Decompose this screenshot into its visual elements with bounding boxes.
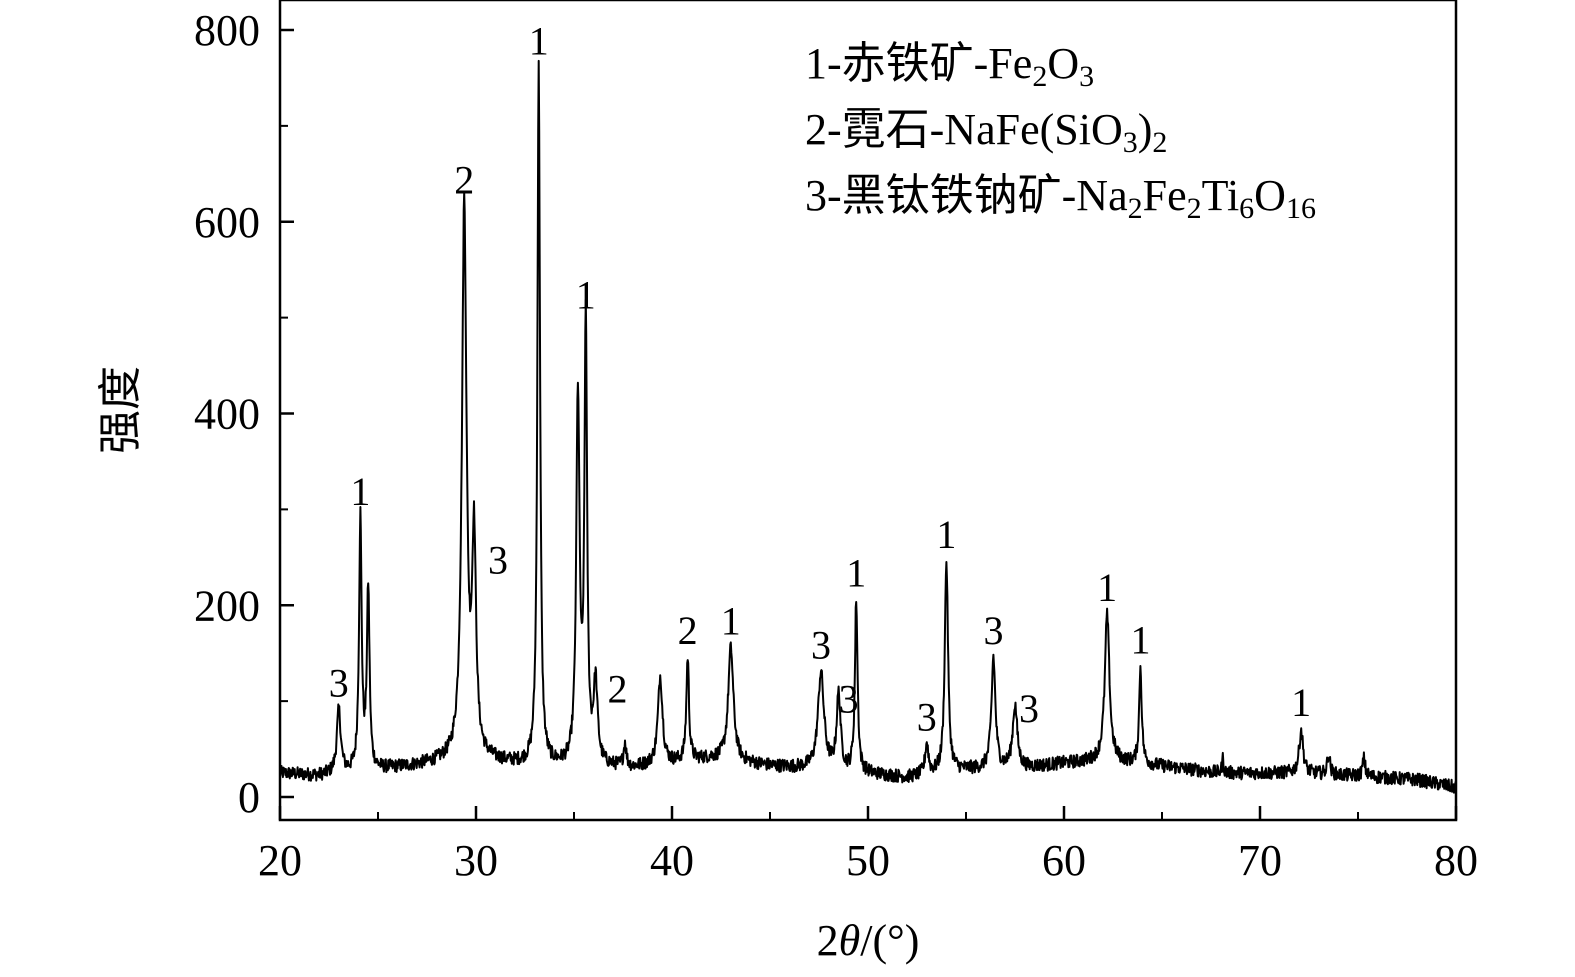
y-tick-label: 0 <box>238 773 260 822</box>
x-tick-label: 50 <box>846 836 890 885</box>
legend-text-part: 6 <box>1239 192 1254 225</box>
peak-label: 2 <box>608 667 628 712</box>
y-tick-label: 200 <box>194 581 260 630</box>
xrd-pattern-line <box>279 59 1457 794</box>
peak-label: 2 <box>454 157 474 202</box>
peak-label: 1 <box>1097 565 1117 610</box>
x-axis-title-suffix: /(°) <box>860 916 919 965</box>
peak-label: 3 <box>839 676 859 721</box>
peak-label: 3 <box>811 622 831 667</box>
legend-text-part: 16 <box>1286 192 1316 225</box>
legend-text-part: 2 <box>1032 60 1047 93</box>
x-tick-label: 40 <box>650 836 694 885</box>
peak-label: 1 <box>846 550 866 595</box>
x-tick-label: 80 <box>1434 836 1478 885</box>
y-tick-label: 800 <box>194 6 260 55</box>
legend-text-part: O <box>1047 39 1079 88</box>
peak-label: 1 <box>1291 680 1311 725</box>
y-axis-title: 强度 <box>96 366 145 454</box>
x-axis-title-prefix: 2 <box>817 916 839 965</box>
legend-text-part: Ti <box>1202 171 1240 220</box>
legend-text-part: 1-赤铁矿-Fe <box>805 39 1032 88</box>
x-tick-label: 70 <box>1238 836 1282 885</box>
peak-label: 3 <box>1019 686 1039 731</box>
y-axis-ticks: 0 200 400 600 800 <box>194 6 294 822</box>
peak-label: 3 <box>983 608 1003 653</box>
peak-label: 1 <box>529 18 549 63</box>
legend-text-part: Fe <box>1143 171 1187 220</box>
legend-text-part: 3 <box>1123 126 1138 159</box>
x-tick-label: 60 <box>1042 836 1086 885</box>
x-axis-title-theta: θ <box>839 916 861 965</box>
legend-entry: 2-霓石-NaFe(SiO3)2 <box>805 105 1167 159</box>
y-tick-label: 400 <box>194 390 260 439</box>
legend-text-part: 3 <box>1079 60 1094 93</box>
legend-text-part: 2 <box>1128 192 1143 225</box>
peak-label: 2 <box>678 608 698 653</box>
peak-label: 3 <box>917 694 937 739</box>
legend-text-part: 2 <box>1187 192 1202 225</box>
x-tick-label: 20 <box>258 836 302 885</box>
x-tick-label: 30 <box>454 836 498 885</box>
peak-label: 1 <box>1130 618 1150 663</box>
peak-label: 1 <box>936 512 956 557</box>
peak-label: 1 <box>576 272 596 317</box>
legend-text-part: 2-霓石-NaFe(SiO <box>805 105 1123 154</box>
peak-label: 3 <box>488 538 508 583</box>
legend-entry: 3-黑钛铁钠矿-Na2Fe2Ti6O16 <box>805 171 1316 225</box>
legend-text-part: O <box>1254 171 1286 220</box>
peak-label: 1 <box>721 598 741 643</box>
legend-text-part: 3-黑钛铁钠矿-Na <box>805 171 1128 220</box>
peak-label: 1 <box>350 469 370 514</box>
legend-entry: 1-赤铁矿-Fe2O3 <box>805 39 1094 93</box>
x-axis-ticks: 20 30 40 50 60 70 80 <box>258 806 1478 885</box>
legend-text-part: ) <box>1138 105 1153 154</box>
x-axis-title: 2θ/(°) <box>817 916 920 965</box>
legend: 1-赤铁矿-Fe2O32-霓石-NaFe(SiO3)23-黑钛铁钠矿-Na2Fe… <box>805 39 1316 225</box>
peak-label: 3 <box>329 661 349 706</box>
legend-text-part: 2 <box>1152 126 1167 159</box>
y-tick-label: 600 <box>194 198 260 247</box>
